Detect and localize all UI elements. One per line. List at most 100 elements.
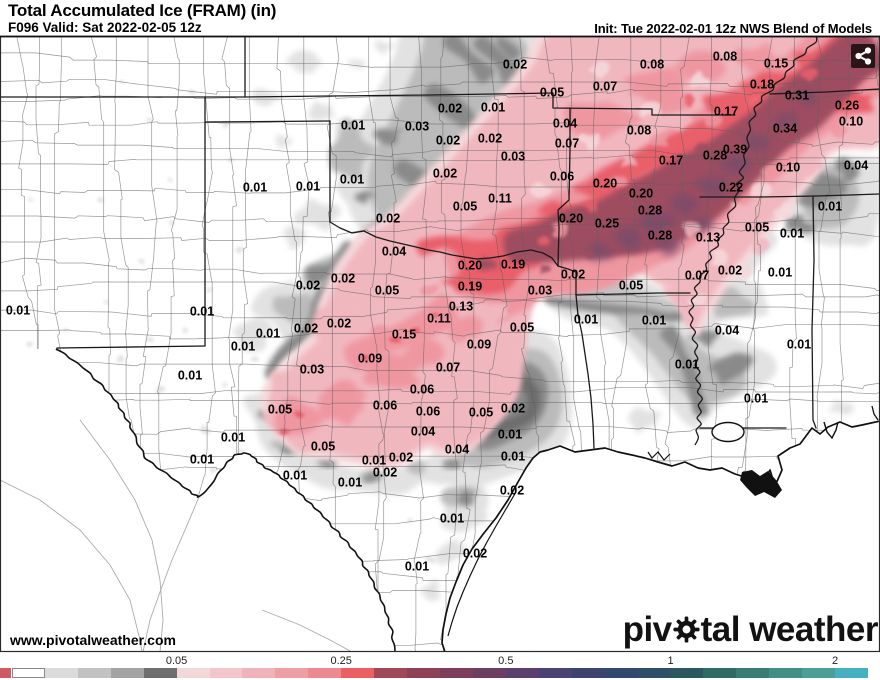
svg-text:0.05: 0.05 — [619, 278, 643, 292]
svg-text:0.11: 0.11 — [488, 191, 512, 205]
svg-text:0.03: 0.03 — [405, 119, 429, 133]
svg-text:0.08: 0.08 — [713, 49, 737, 63]
svg-text:0.39: 0.39 — [723, 142, 747, 156]
svg-text:0.01: 0.01 — [338, 475, 362, 489]
svg-text:0.01: 0.01 — [498, 427, 522, 441]
svg-text:0.03: 0.03 — [528, 283, 552, 297]
svg-text:0.06: 0.06 — [550, 169, 574, 183]
svg-text:0.09: 0.09 — [358, 351, 382, 365]
svg-text:0.08: 0.08 — [640, 57, 664, 71]
svg-text:0.02: 0.02 — [373, 465, 397, 479]
svg-text:0.04: 0.04 — [382, 244, 406, 258]
svg-text:0.19: 0.19 — [501, 257, 525, 271]
svg-text:0.20: 0.20 — [593, 176, 617, 190]
svg-text:0.01: 0.01 — [362, 453, 386, 467]
svg-text:0.02: 0.02 — [438, 101, 462, 115]
svg-text:0.02: 0.02 — [501, 401, 525, 415]
svg-text:0.02: 0.02 — [478, 131, 502, 145]
svg-text:0.01: 0.01 — [283, 468, 307, 482]
svg-text:0.01: 0.01 — [190, 304, 214, 318]
svg-text:0.05: 0.05 — [453, 199, 477, 213]
svg-text:0.15: 0.15 — [764, 56, 788, 70]
svg-text:0.06: 0.06 — [410, 382, 434, 396]
svg-text:0.05: 0.05 — [268, 402, 292, 416]
svg-text:0.28: 0.28 — [648, 228, 672, 242]
svg-text:0.04: 0.04 — [553, 116, 577, 130]
svg-text:0.09: 0.09 — [467, 337, 491, 351]
svg-text:0.05: 0.05 — [540, 85, 564, 99]
svg-text:0.02: 0.02 — [294, 321, 318, 335]
svg-text:0.05: 0.05 — [510, 320, 534, 334]
svg-text:0.08: 0.08 — [627, 123, 651, 137]
svg-text:0.20: 0.20 — [629, 186, 653, 200]
svg-text:0.20: 0.20 — [559, 211, 583, 225]
svg-text:0.02: 0.02 — [718, 263, 742, 277]
svg-text:0.04: 0.04 — [411, 424, 435, 438]
svg-text:0.25: 0.25 — [595, 216, 619, 230]
svg-text:0.10: 0.10 — [839, 114, 863, 128]
svg-text:0.02: 0.02 — [327, 316, 351, 330]
svg-text:0.04: 0.04 — [715, 323, 739, 337]
svg-text:0.03: 0.03 — [501, 149, 525, 163]
svg-text:0.31: 0.31 — [785, 88, 809, 102]
svg-text:0.01: 0.01 — [744, 391, 768, 405]
svg-text:0.20: 0.20 — [458, 258, 482, 272]
svg-text:0.01: 0.01 — [243, 180, 267, 194]
svg-text:0.02: 0.02 — [500, 483, 524, 497]
svg-text:0.05: 0.05 — [311, 439, 335, 453]
svg-text:0.26: 0.26 — [835, 98, 859, 112]
svg-text:0.02: 0.02 — [331, 271, 355, 285]
svg-text:0.02: 0.02 — [436, 133, 460, 147]
svg-text:0.01: 0.01 — [501, 449, 525, 463]
svg-text:0.05: 0.05 — [745, 220, 769, 234]
svg-text:0.07: 0.07 — [593, 79, 617, 93]
svg-text:0.13: 0.13 — [449, 299, 473, 313]
svg-text:0.04: 0.04 — [445, 442, 469, 456]
svg-text:0.02: 0.02 — [376, 211, 400, 225]
svg-text:0.01: 0.01 — [787, 337, 811, 351]
svg-text:0.01: 0.01 — [296, 179, 320, 193]
svg-text:0.13: 0.13 — [696, 230, 720, 244]
svg-text:0.17: 0.17 — [659, 153, 683, 167]
svg-text:0.04: 0.04 — [844, 158, 868, 172]
svg-text:0.07: 0.07 — [436, 360, 460, 374]
svg-text:0.01: 0.01 — [6, 303, 30, 317]
svg-text:0.34: 0.34 — [773, 121, 797, 135]
svg-text:0.02: 0.02 — [296, 278, 320, 292]
svg-text:0.05: 0.05 — [375, 283, 399, 297]
svg-text:0.01: 0.01 — [256, 326, 280, 340]
svg-text:0.17: 0.17 — [714, 104, 738, 118]
svg-text:0.02: 0.02 — [433, 166, 457, 180]
svg-text:0.18: 0.18 — [750, 77, 774, 91]
svg-text:0.06: 0.06 — [416, 404, 440, 418]
svg-text:0.01: 0.01 — [221, 430, 245, 444]
svg-text:0.01: 0.01 — [340, 172, 364, 186]
svg-text:0.01: 0.01 — [341, 118, 365, 132]
svg-text:0.05: 0.05 — [469, 405, 493, 419]
svg-text:0.02: 0.02 — [389, 450, 413, 464]
svg-text:0.07: 0.07 — [685, 268, 709, 282]
svg-text:0.22: 0.22 — [719, 180, 743, 194]
svg-text:0.01: 0.01 — [768, 265, 792, 279]
svg-text:0.15: 0.15 — [392, 327, 416, 341]
svg-text:0.01: 0.01 — [405, 559, 429, 573]
svg-text:0.19: 0.19 — [458, 279, 482, 293]
svg-text:0.01: 0.01 — [574, 312, 598, 326]
svg-text:0.02: 0.02 — [463, 546, 487, 560]
svg-text:0.01: 0.01 — [178, 368, 202, 382]
svg-text:0.02: 0.02 — [503, 57, 527, 71]
svg-text:0.01: 0.01 — [780, 226, 804, 240]
svg-text:0.07: 0.07 — [555, 136, 579, 150]
svg-text:0.01: 0.01 — [675, 357, 699, 371]
svg-text:0.11: 0.11 — [427, 311, 451, 325]
svg-text:0.06: 0.06 — [373, 398, 397, 412]
svg-text:0.01: 0.01 — [190, 452, 214, 466]
svg-text:0.03: 0.03 — [300, 362, 324, 376]
svg-text:0.02: 0.02 — [561, 267, 585, 281]
svg-text:0.01: 0.01 — [642, 313, 666, 327]
svg-text:0.01: 0.01 — [440, 511, 464, 525]
svg-text:0.01: 0.01 — [231, 339, 255, 353]
svg-text:0.28: 0.28 — [638, 203, 662, 217]
svg-text:0.01: 0.01 — [481, 100, 505, 114]
svg-text:0.10: 0.10 — [776, 160, 800, 174]
